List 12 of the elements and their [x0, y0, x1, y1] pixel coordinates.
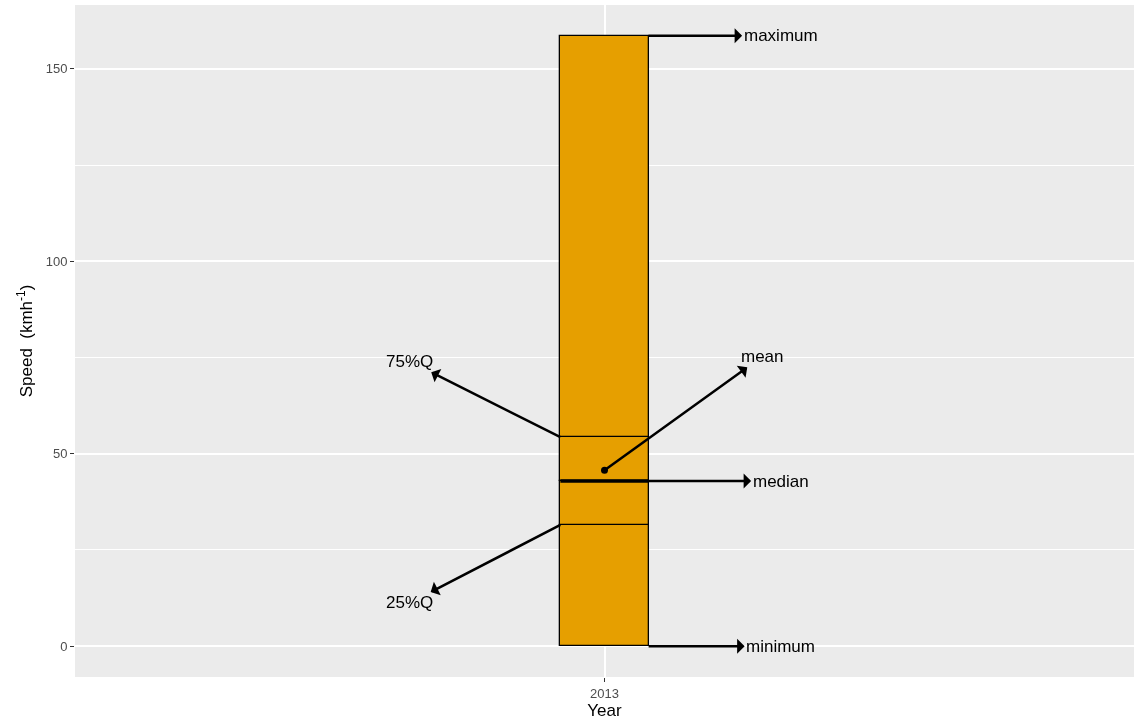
annotation: maximum — [744, 26, 818, 45]
y-tick-label: 50 — [52, 446, 68, 462]
x-tick-label: 2013 — [590, 685, 619, 701]
annotation: 25%Q — [386, 593, 434, 612]
x-axis-title: Year — [587, 701, 623, 720]
annotation: minimum — [746, 637, 815, 656]
y-tick-label: 0 — [60, 638, 68, 654]
y-tick-label: 150 — [45, 61, 68, 77]
y-tick-label: 100 — [45, 253, 68, 269]
annotation: median — [753, 472, 809, 491]
annotation: 75%Q — [386, 352, 434, 371]
annotation: mean — [741, 347, 784, 366]
